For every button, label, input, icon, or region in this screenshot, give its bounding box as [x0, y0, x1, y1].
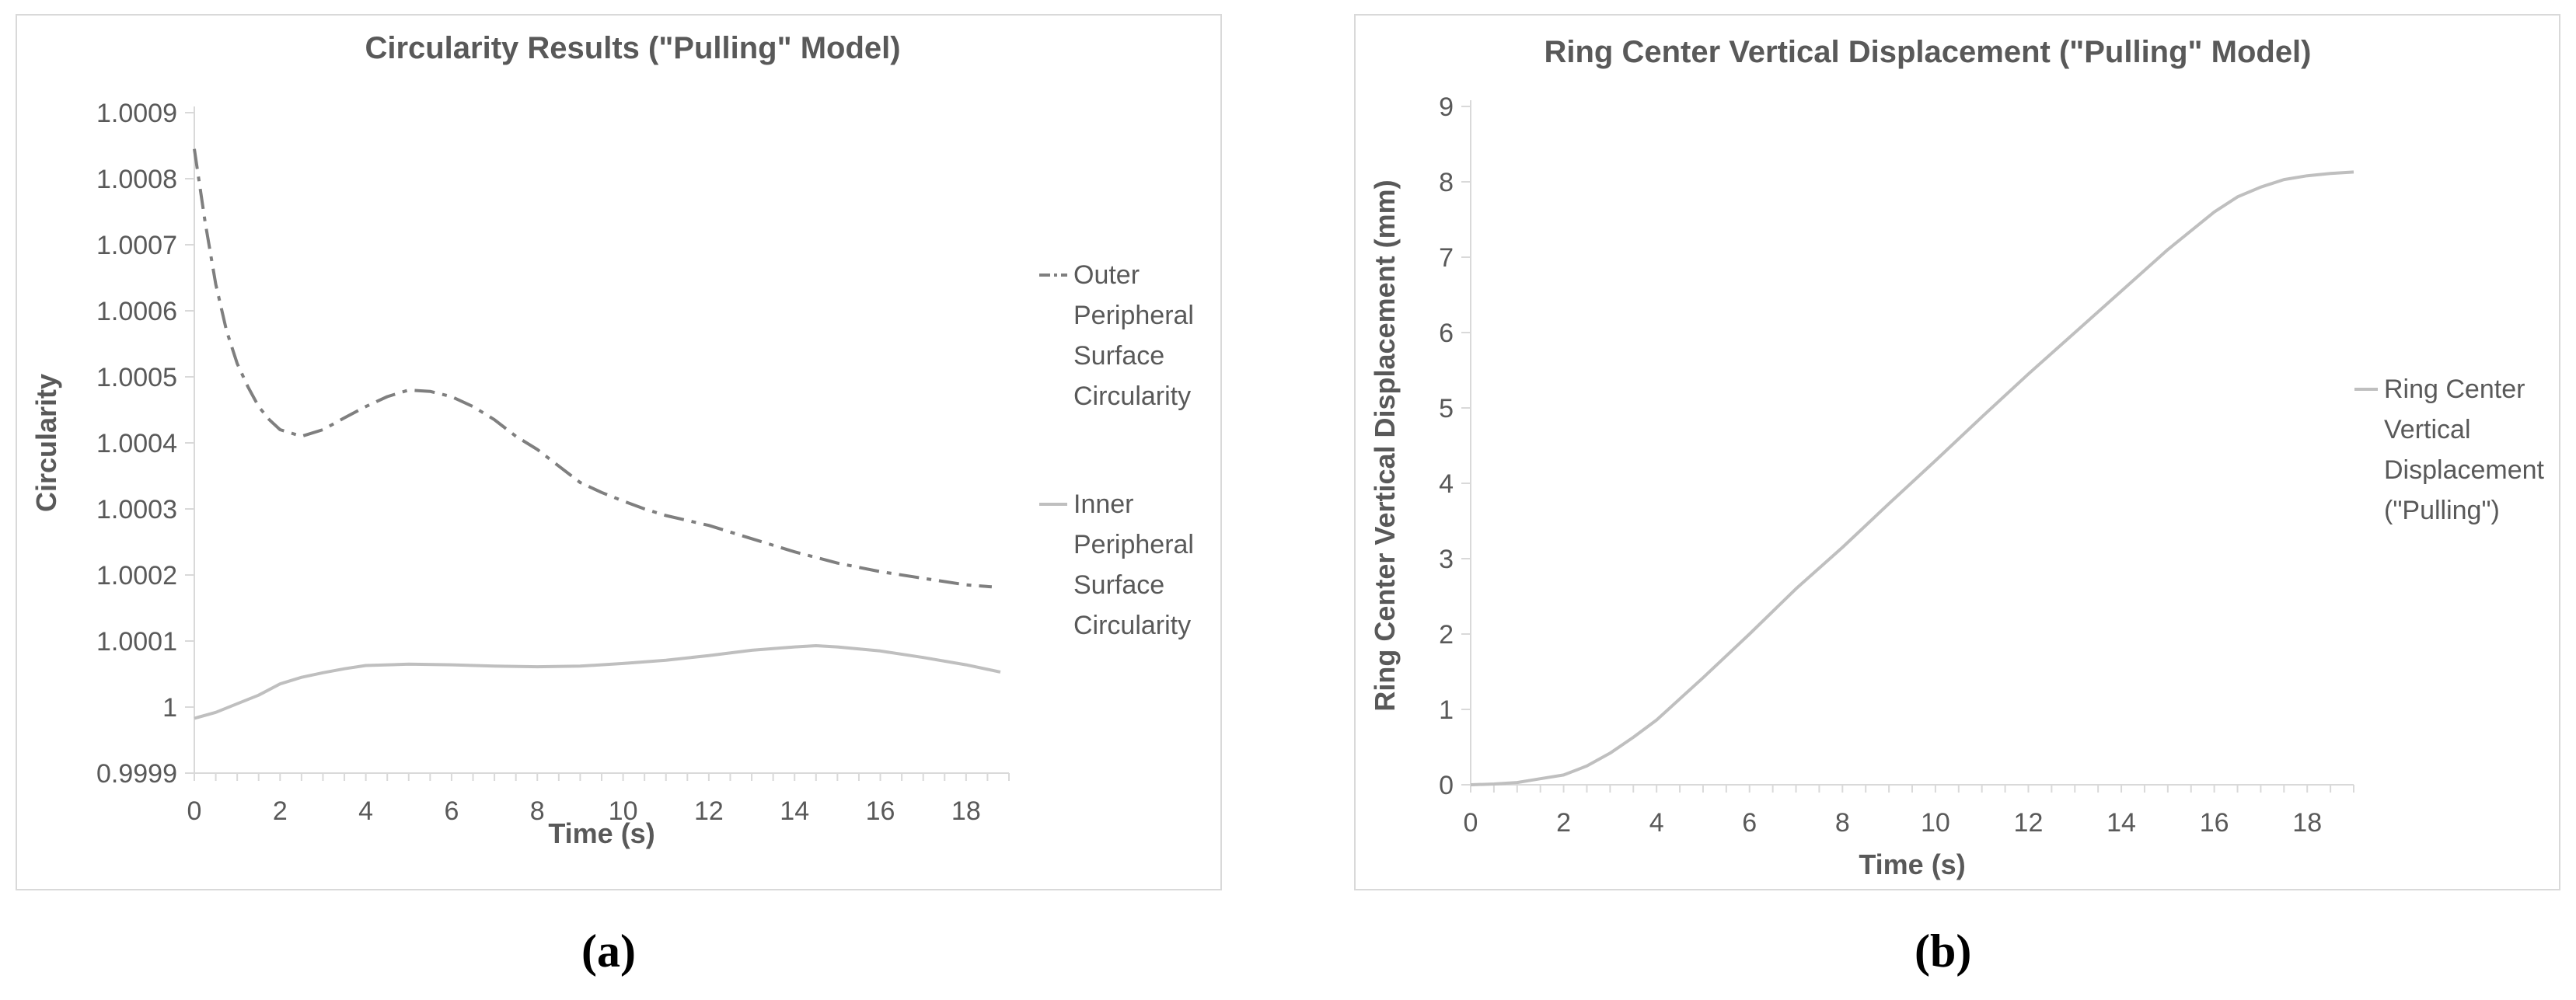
legend-text: Ring Center	[2384, 375, 2525, 404]
y-axis-title: Circularity	[30, 374, 62, 512]
y-tick-label: 7	[1439, 243, 1454, 273]
y-tick-label: 1.0003	[96, 495, 177, 524]
y-tick-label: 1.0007	[96, 231, 177, 260]
chart-title: Ring Center Vertical Displacement ("Pull…	[1545, 35, 2312, 69]
legend-text: Vertical	[2384, 415, 2471, 444]
chart-b-svg: Ring Center Vertical Displacement ("Pull…	[1369, 35, 2545, 880]
y-tick-label: 3	[1439, 545, 1454, 574]
y-tick-label: 1.0005	[96, 363, 177, 392]
x-tick-label: 12	[694, 796, 724, 826]
x-tick-label: 12	[2014, 808, 2044, 838]
legend-text: Inner	[1073, 490, 1134, 519]
series-line-1	[193, 148, 993, 589]
x-tick-label: 18	[951, 796, 981, 826]
y-tick-label: 8	[1439, 168, 1454, 197]
y-tick-label: 1	[162, 693, 177, 723]
x-tick-label: 8	[1835, 808, 1850, 838]
x-tick-label: 8	[530, 796, 545, 826]
y-tick-label: 1.0002	[96, 561, 177, 591]
legend-text: Outer	[1073, 260, 1140, 290]
sub-label-a: (a)	[581, 925, 636, 977]
y-tick-label: 1	[1439, 695, 1454, 725]
series-line-2	[194, 644, 1001, 720]
x-tick-label: 2	[1556, 808, 1571, 838]
x-tick-label: 0	[1464, 808, 1478, 838]
legend-text: Displacement	[2384, 455, 2545, 485]
y-tick-label: 5	[1439, 394, 1454, 423]
x-tick-label: 10	[609, 796, 638, 826]
x-tick-label: 0	[187, 796, 202, 826]
y-tick-label: 1.0006	[96, 297, 177, 326]
y-tick-label: 1.0004	[96, 429, 177, 458]
y-tick-label: 9	[1439, 92, 1454, 122]
legend-text: Circularity	[1073, 382, 1191, 411]
y-tick-label: 0	[1439, 771, 1454, 800]
legend-text: Surface	[1073, 570, 1164, 600]
y-tick-label: 4	[1439, 469, 1454, 499]
x-axis-title: Time (s)	[1859, 848, 1965, 880]
chart-panel-b: Ring Center Vertical Displacement ("Pull…	[1354, 14, 2560, 890]
x-tick-label: 18	[2292, 808, 2322, 838]
y-tick-label: 6	[1439, 319, 1454, 348]
legend-text: ("Pulling")	[2384, 496, 2500, 525]
y-axis-title: Ring Center Vertical Displacement (mm)	[1369, 179, 1401, 711]
legend-text: Circularity	[1073, 611, 1191, 640]
sub-label-b: (b)	[1915, 925, 1972, 977]
x-tick-label: 10	[1921, 808, 1950, 838]
x-tick-label: 4	[358, 796, 373, 826]
x-tick-label: 2	[273, 796, 288, 826]
y-tick-label: 1.0009	[96, 99, 177, 128]
x-tick-label: 16	[2200, 808, 2229, 838]
x-tick-label: 14	[780, 796, 809, 826]
y-tick-label: 1.0008	[96, 165, 177, 194]
y-tick-label: 0.9999	[96, 759, 177, 789]
chart-panel-a: Circularity Results ("Pulling" Model) 0.9…	[16, 14, 1222, 890]
x-tick-label: 6	[1742, 808, 1757, 838]
chart-a-svg: Circularity Results ("Pulling" Model) 0.9…	[30, 31, 1194, 849]
x-tick-label: 14	[2107, 808, 2136, 838]
legend-text: Peripheral	[1073, 530, 1194, 559]
legend-text: Peripheral	[1073, 301, 1194, 330]
x-tick-label: 6	[444, 796, 459, 826]
y-tick-label: 1.0001	[96, 627, 177, 657]
series-line-1	[1470, 170, 2354, 786]
x-axis-title: Time (s)	[548, 817, 654, 849]
y-tick-label: 2	[1439, 620, 1454, 650]
legend-text: Surface	[1073, 341, 1164, 371]
x-tick-label: 4	[1649, 808, 1664, 838]
chart-title: Circularity Results ("Pulling" Model)	[365, 31, 900, 65]
x-tick-label: 16	[866, 796, 895, 826]
